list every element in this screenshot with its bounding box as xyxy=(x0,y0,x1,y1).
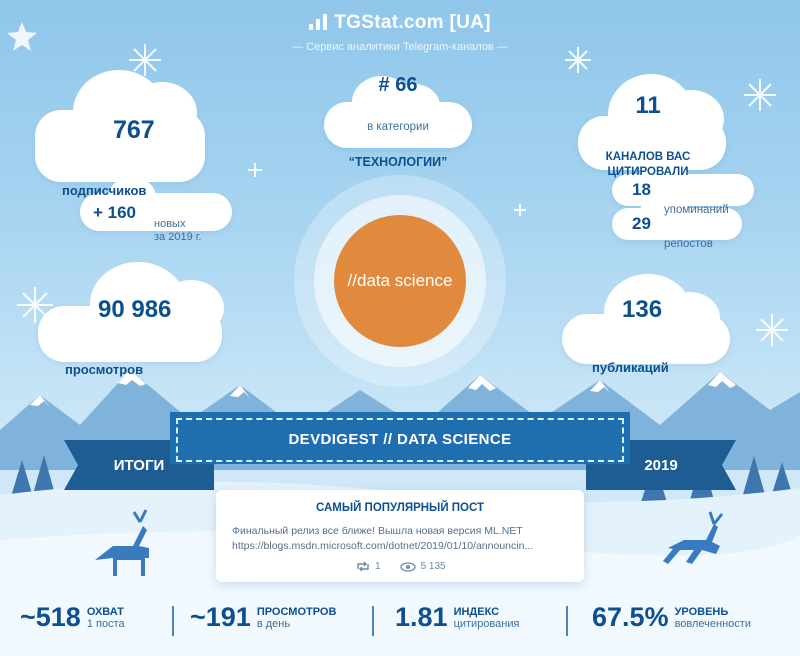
category-cloud: # 66 в категории “ТЕХНОЛОГИИ” xyxy=(324,74,472,169)
eye-icon xyxy=(399,561,416,572)
publications-value: 136 xyxy=(622,296,663,323)
category-rank: # 66 xyxy=(378,74,418,96)
reposts-cloud: 29 репостов xyxy=(612,192,742,250)
divider xyxy=(172,606,174,636)
divider xyxy=(566,606,568,636)
reposts-label: репостов xyxy=(664,238,713,250)
views-label: просмотров xyxy=(65,362,144,377)
popular-post-views: 5 135 xyxy=(420,561,446,572)
stat-reach-value: ~518 xyxy=(20,602,81,632)
stat-daily-views-sublabel: в день xyxy=(256,617,291,630)
new-subscribers-label: новых за 2019 г. xyxy=(154,218,306,244)
stat-reach-sublabel: 1 поста xyxy=(86,617,125,630)
stat-engagement-sublabel: вовлеченности xyxy=(674,617,751,630)
stat-reach: ~518 ОХВАТ 1 поста xyxy=(20,602,125,633)
views-cloud: 90 986 просмотров xyxy=(38,262,224,377)
views-value: 90 986 xyxy=(98,296,172,323)
banner-title: DEVDIGEST // DATA SCIENCE xyxy=(176,418,624,462)
new-subscribers-label-line1: новых xyxy=(154,218,186,230)
new-subscribers-label-line2: за 2019 г. xyxy=(154,231,202,243)
mentions-value: 18 xyxy=(632,180,651,199)
category-prefix: в категории xyxy=(367,121,429,133)
subscribers-label: подписчиков xyxy=(62,183,147,198)
stat-citation-index: 1.81 ИНДЕКС цитирования xyxy=(395,602,519,633)
popular-post-title: САМЫЙ ПОПУЛЯРНЫЙ ПОСТ xyxy=(315,502,485,514)
popular-post-meta: 1 5 135 xyxy=(356,561,446,572)
popular-post-card: САМЫЙ ПОПУЛЯРНЫЙ ПОСТ Финальный релиз вс… xyxy=(216,490,584,582)
stat-citation-index-sublabel: цитирования xyxy=(453,617,520,630)
stat-engagement-value: 67.5% xyxy=(592,602,669,632)
summary-stats: ~518 ОХВАТ 1 поста ~191 ПРОСМОТРОВ в ден… xyxy=(0,596,800,648)
stat-daily-views-label: ПРОСМОТРОВ xyxy=(256,605,337,618)
citing-label-line1: КАНАЛОВ ВАС xyxy=(605,151,691,163)
citing-value: 11 xyxy=(635,92,661,119)
popular-post-reposts: 1 xyxy=(375,561,381,572)
mentions-label: упоминаний xyxy=(664,204,729,216)
new-subscribers-value: + 160 xyxy=(93,203,137,222)
citing-label-line2: ЦИТИРОВАЛИ xyxy=(607,166,689,178)
publications-cloud: 136 публикаций xyxy=(562,274,730,375)
bar-chart-icon xyxy=(309,14,328,30)
stat-engagement-label: УРОВЕНЬ xyxy=(674,605,729,618)
repost-icon xyxy=(357,561,369,572)
new-subscribers-cloud: + 160 новых за 2019 г. xyxy=(80,177,232,243)
divider xyxy=(372,606,374,636)
stat-engagement: 67.5% УРОВЕНЬ вовлеченности xyxy=(592,602,751,633)
stat-daily-views: ~191 ПРОСМОТРОВ в день xyxy=(190,602,336,633)
stat-daily-views-value: ~191 xyxy=(190,602,251,632)
brand-subtitle: — Сервис аналитики Telegram-каналов — xyxy=(292,41,508,53)
popular-post-link[interactable]: https://blogs.msdn.microsoft.com/dotnet/… xyxy=(232,540,534,552)
popular-post-text-line1: Финальный релиз все ближе! Вышла новая в… xyxy=(232,525,523,537)
category-name: “ТЕХНОЛОГИИ” xyxy=(348,155,448,169)
stat-reach-label: ОХВАТ xyxy=(86,605,124,618)
subscribers-cloud: 767 подписчиков xyxy=(35,70,205,198)
deer-right-icon xyxy=(663,511,724,564)
publications-label: публикаций xyxy=(592,360,669,375)
brand-title: TGStat.com [UA] xyxy=(0,12,800,34)
citing-label: КАНАЛОВ ВАС ЦИТИРОВАЛИ xyxy=(578,150,718,180)
stat-citation-index-label: ИНДЕКС xyxy=(453,605,500,618)
deer-left-icon xyxy=(95,509,149,576)
subscribers-value: 767 xyxy=(113,116,155,144)
star-icon xyxy=(7,22,37,51)
brand-title-text: TGStat.com [UA] xyxy=(334,12,491,33)
channel-logo: //data science xyxy=(334,215,466,347)
reposts-value: 29 xyxy=(632,214,651,233)
stat-citation-index-value: 1.81 xyxy=(395,602,448,632)
citing-cloud: 11 КАНАЛОВ ВАС ЦИТИРОВАЛИ xyxy=(578,74,726,178)
